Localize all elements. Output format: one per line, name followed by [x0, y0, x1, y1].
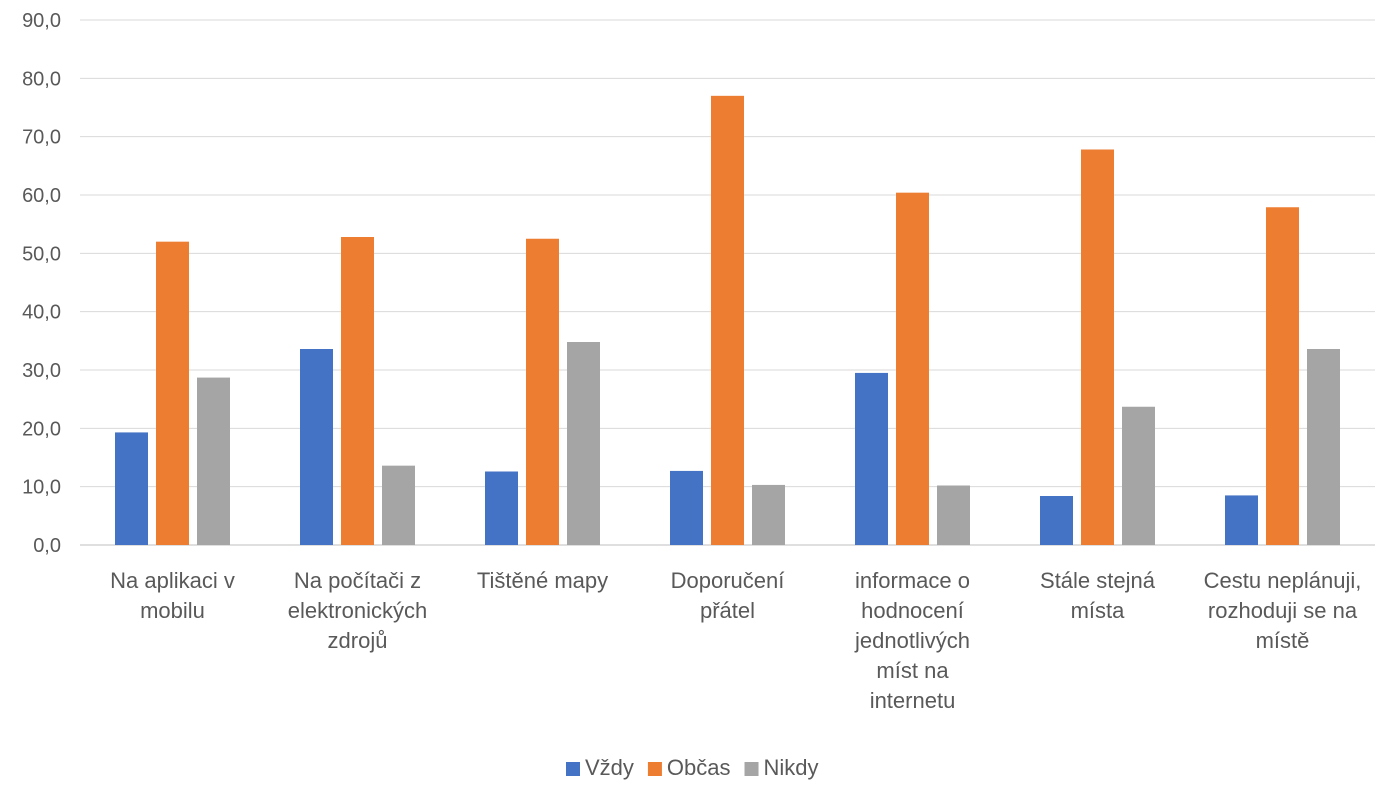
x-category-label: Na počítači z elektronických zdrojů: [288, 568, 427, 653]
x-category-label: Na aplikaci v mobilu: [110, 568, 235, 623]
y-tick-label: 40,0: [22, 302, 61, 324]
y-tick-label: 10,0: [22, 477, 61, 499]
bar-občas: [1266, 207, 1299, 545]
bar-občas: [896, 192, 929, 545]
x-category-label: Tištěné mapy: [477, 568, 608, 593]
bar-nikdy: [197, 377, 230, 545]
bar-nikdy: [937, 485, 970, 545]
legend-label: Vždy: [585, 755, 634, 780]
x-category-label: informace o hodnocení jednotlivých míst na i…: [854, 568, 970, 713]
y-axis-ticks: 0,0 10,0 20,0 30,0 40,0 50,0 60,0 70,0 80,0 90,0: [22, 10, 61, 557]
bar-nikdy: [1307, 349, 1340, 545]
y-tick-label: 30,0: [22, 360, 61, 382]
x-category-label: Stále stejná místa: [1040, 568, 1156, 623]
bar-občas: [341, 237, 374, 545]
bar-vždy: [1225, 495, 1258, 545]
y-tick-label: 0,0: [33, 535, 61, 557]
y-tick-label: 80,0: [22, 68, 61, 90]
x-category-label: Cestu neplánuji, rozhoduji se na místě: [1204, 568, 1362, 653]
bar-nikdy: [382, 465, 415, 545]
bar-nikdy: [752, 484, 785, 545]
bar-vždy: [855, 372, 888, 545]
bar-občas: [1081, 149, 1114, 545]
legend-label: Nikdy: [764, 755, 819, 780]
bar-vždy: [1040, 496, 1073, 545]
bar-vždy: [300, 349, 333, 545]
y-tick-label: 20,0: [22, 418, 61, 440]
legend-swatch: [566, 762, 580, 776]
bars: [115, 95, 1340, 545]
bar-vždy: [485, 471, 518, 545]
bar-vždy: [670, 470, 703, 545]
y-tick-label: 70,0: [22, 127, 61, 149]
legend: Vždy Občas Nikdy: [566, 755, 819, 780]
bar-občas: [526, 238, 559, 545]
bar-občas: [711, 95, 744, 545]
y-tick-label: 90,0: [22, 10, 61, 32]
y-tick-label: 60,0: [22, 185, 61, 207]
legend-swatch: [647, 762, 662, 776]
bar-nikdy: [1122, 406, 1155, 545]
y-tick-label: 50,0: [22, 243, 61, 265]
legend-label: Občas: [667, 755, 731, 780]
bar-občas: [156, 241, 189, 545]
bar-vždy: [115, 432, 148, 545]
x-category-label: Doporučení přátel: [671, 568, 785, 623]
bar-nikdy: [567, 342, 600, 545]
x-axis-labels: Na aplikaci v mobilu Na počítači z elektron…: [110, 568, 1361, 713]
legend-swatch: [744, 762, 759, 776]
